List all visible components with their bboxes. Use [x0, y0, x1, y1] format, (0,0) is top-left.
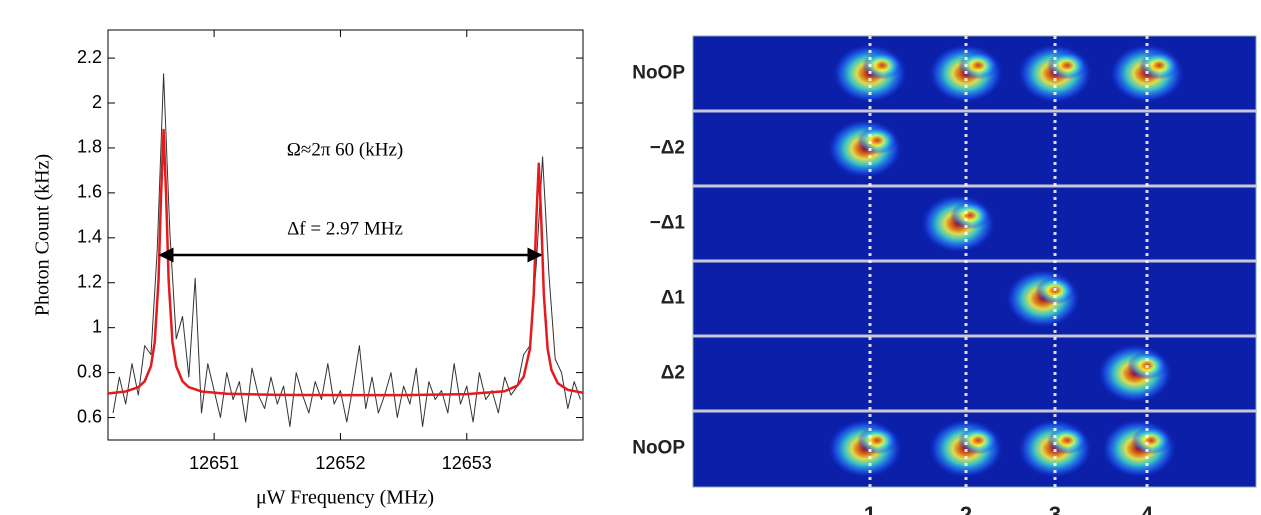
plot-area — [108, 73, 583, 428]
fluorescence-blob — [1047, 51, 1087, 80]
line-chart: Ω≈2π 60 (kHz) Δf = 2.97 MHz μW Frequency… — [32, 29, 584, 509]
fluorescence-blob — [950, 201, 990, 230]
y-tick-label: 1.2 — [77, 271, 102, 291]
plot-frame — [107, 29, 584, 441]
fluorescence-blob — [958, 51, 998, 80]
column-label: 4 — [1141, 502, 1154, 515]
y-tick-label: 0.6 — [77, 406, 102, 426]
row-label: Δ1 — [661, 288, 686, 309]
data-line — [112, 73, 581, 428]
y-axis-label: Photon Count (kHz) — [32, 154, 54, 316]
annotation: Ω≈2π 60 (kHz) — [287, 139, 403, 160]
column-label: 3 — [1049, 502, 1061, 515]
fluorescence-blob — [862, 51, 902, 80]
y-tick-label: 1.8 — [77, 137, 102, 157]
x-tick-label: 12652 — [315, 453, 365, 473]
column-label: 2 — [960, 502, 972, 515]
column-label: 1 — [864, 502, 876, 515]
row-label: NoOP — [632, 438, 685, 459]
y-tick-label: 1 — [92, 316, 102, 336]
row-label: −Δ2 — [650, 138, 685, 159]
x-tick-label: 12651 — [189, 453, 239, 473]
row-label: NoOP — [632, 63, 685, 84]
fluorescence-blob — [857, 426, 897, 455]
x-axis-label: μW Frequency (MHz) — [256, 487, 434, 509]
x-tick-label: 12653 — [442, 453, 492, 473]
fluorescence-blob — [1139, 51, 1179, 80]
y-tick-label: 1.6 — [77, 182, 102, 202]
annotation: Δf = 2.97 MHz — [287, 218, 403, 239]
y-tick-label: 0.8 — [77, 361, 102, 381]
data-line — [108, 128, 583, 397]
row-label: −Δ1 — [650, 213, 686, 234]
fluorescence-blob — [958, 426, 998, 455]
fluorescence-blob — [1047, 426, 1087, 455]
fluorescence-blob — [1131, 426, 1171, 455]
y-tick-label: 1.4 — [77, 227, 102, 247]
y-tick-label: 2.2 — [77, 47, 102, 67]
row-label: Δ2 — [661, 363, 685, 384]
image-panel: NoOP −Δ2 −Δ1 Δ1 Δ2 NoOP 1 2 3 4 — [632, 35, 1257, 515]
fluorescence-blob — [857, 126, 897, 155]
y-tick-label: 2 — [92, 92, 102, 112]
